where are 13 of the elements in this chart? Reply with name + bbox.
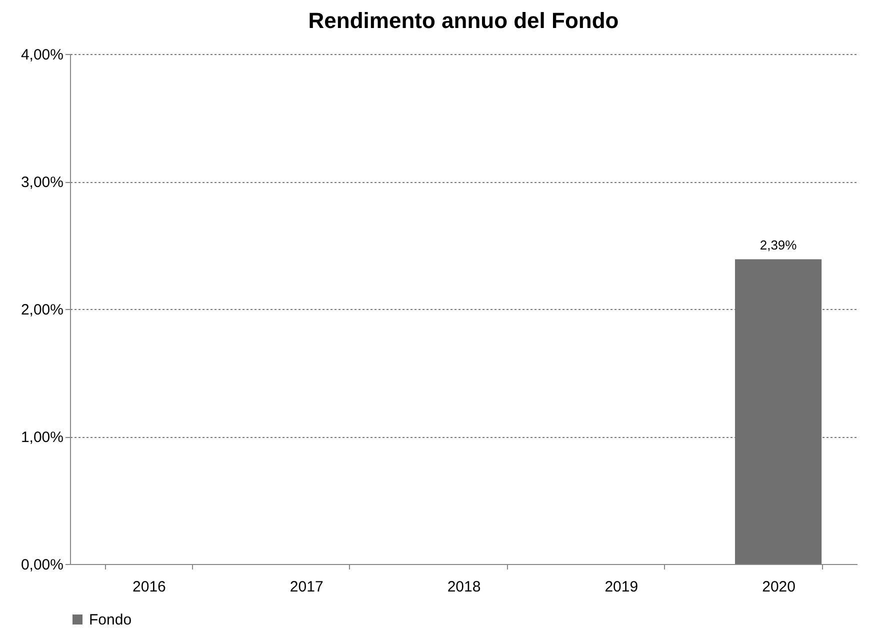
y-tick-label: 2,00% <box>20 302 64 318</box>
x-tick-label: 2020 <box>762 578 796 596</box>
y-tick-label: 3,00% <box>20 174 64 191</box>
chart-title: Rendimento annuo del Fondo <box>308 8 619 33</box>
x-tick-label: 2018 <box>447 578 481 596</box>
x-tick-label: 2016 <box>132 578 166 596</box>
y-tick-label: 4,00% <box>20 46 64 64</box>
legend-label: Fondo <box>89 612 132 628</box>
data-label: 2,39% <box>760 237 798 252</box>
x-tick-label: 2017 <box>290 578 324 596</box>
y-tick-label: 1,00% <box>20 429 64 446</box>
x-tick-label: 2019 <box>604 578 638 596</box>
y-tick-label: 0,00% <box>20 556 64 574</box>
